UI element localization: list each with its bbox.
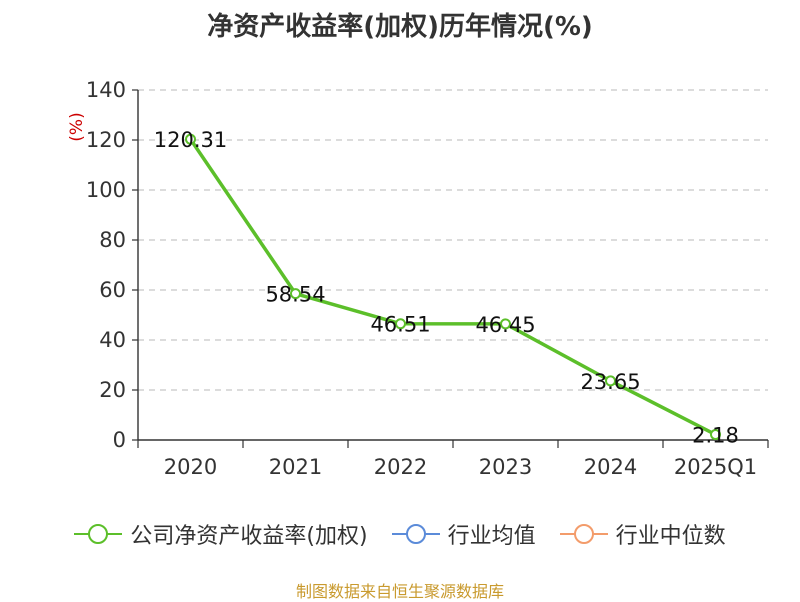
legend-marker-company bbox=[74, 524, 123, 544]
x-tick-label: 2025Q1 bbox=[674, 455, 757, 479]
x-tick-label: 2021 bbox=[269, 455, 322, 479]
data-labels: 120.31 58.54 46.51 46.45 23.65 2.18 bbox=[154, 128, 739, 447]
y-tick-label: 120 bbox=[86, 128, 126, 152]
data-point bbox=[185, 133, 196, 145]
y-tick-label: 0 bbox=[113, 428, 126, 452]
source-note: 制图数据来自恒生聚源数据库 bbox=[295, 582, 504, 601]
data-point bbox=[605, 375, 616, 387]
legend: 公司净资产收益率(加权) 行业均值 行业中位数 bbox=[0, 518, 800, 550]
y-axis-label: (%) bbox=[67, 112, 87, 141]
legend-marker-industry-median bbox=[559, 524, 608, 544]
legend-marker-industry-mean bbox=[391, 524, 440, 544]
legend-label-industry-median: 行业中位数 bbox=[615, 524, 726, 549]
data-point bbox=[290, 288, 301, 300]
axes: 0 20 40 60 80 100 120 140 2020 2021 2022 2023 2024 20… bbox=[86, 78, 769, 479]
data-label: 2.18 bbox=[692, 424, 739, 448]
y-tick-label: 100 bbox=[86, 178, 126, 202]
x-tick-label: 2023 bbox=[479, 455, 532, 479]
grid-lines bbox=[138, 89, 768, 391]
series-layer bbox=[185, 133, 721, 441]
data-label: 23.65 bbox=[580, 370, 640, 394]
y-tick-label: 40 bbox=[99, 328, 126, 352]
data-label: 46.45 bbox=[475, 313, 535, 337]
x-tick-label: 2024 bbox=[584, 455, 637, 479]
y-tick-label: 80 bbox=[99, 228, 126, 252]
series-line-company bbox=[189, 138, 717, 437]
x-tick-label: 2022 bbox=[374, 455, 427, 479]
legend-label-industry-mean: 行业均值 bbox=[447, 524, 536, 549]
y-tick-label: 20 bbox=[99, 378, 126, 402]
y-tick-label: 140 bbox=[86, 78, 126, 102]
data-label: 46.51 bbox=[370, 313, 430, 337]
data-label: 58.54 bbox=[265, 283, 325, 307]
data-label: 120.31 bbox=[154, 128, 227, 152]
legend-item-industry-median[interactable]: 行业中位数 bbox=[559, 518, 726, 550]
legend-item-industry-mean[interactable]: 行业均值 bbox=[391, 518, 536, 550]
legend-item-company[interactable]: 公司净资产收益率(加权) bbox=[74, 518, 368, 550]
data-point bbox=[395, 318, 406, 330]
data-point bbox=[500, 318, 511, 330]
x-tick-label: 2020 bbox=[164, 455, 217, 479]
chart-title: 净资产收益率(加权)历年情况(%) bbox=[207, 12, 593, 42]
y-tick-label: 60 bbox=[99, 278, 126, 302]
data-point bbox=[710, 429, 721, 441]
legend-label-company: 公司净资产收益率(加权) bbox=[130, 524, 368, 549]
